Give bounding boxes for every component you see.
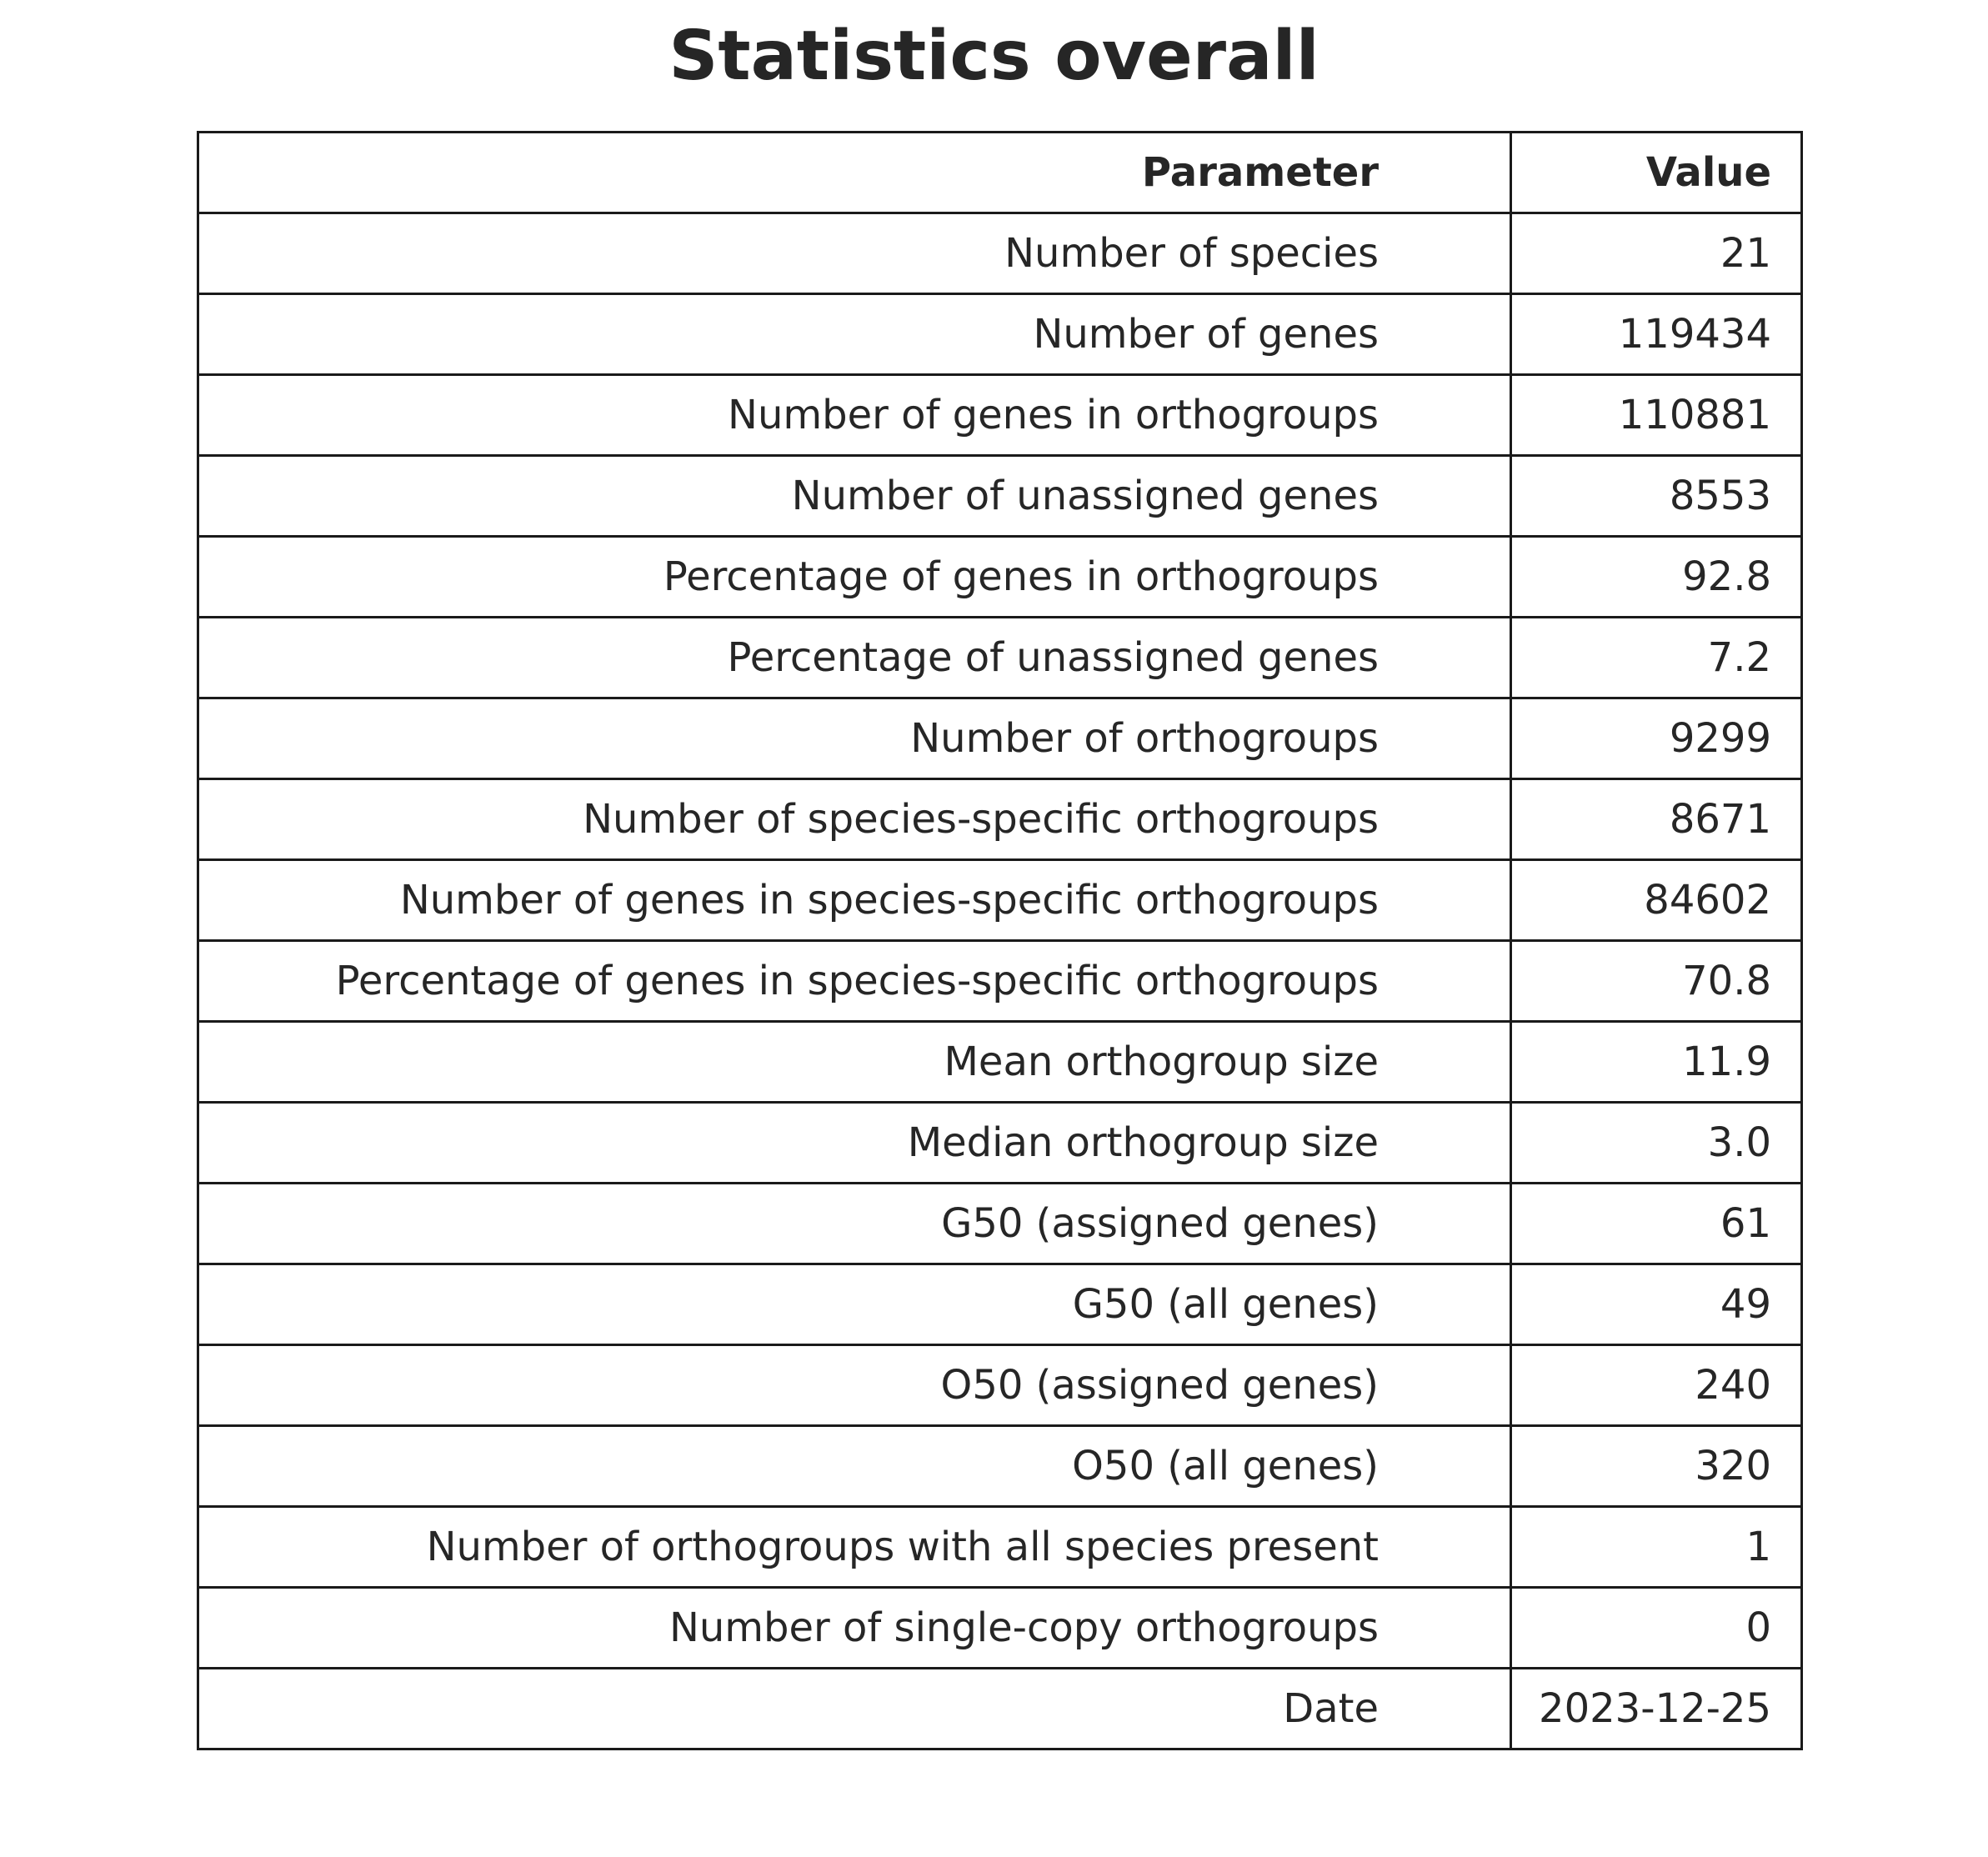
- table-row: Percentage of unassigned genes 7.2: [197, 616, 1803, 699]
- value-cell: 92.8: [1510, 535, 1803, 618]
- statistics-table: Parameter Value Number of species 21 Numbe…: [197, 131, 1803, 1750]
- parameter-cell: Number of genes: [197, 293, 1512, 376]
- value-cell: 320: [1510, 1424, 1803, 1508]
- parameter-cell: Percentage of genes in species-specific …: [197, 939, 1512, 1023]
- parameter-cell: G50 (all genes): [197, 1263, 1512, 1346]
- table-row: Number of orthogroups 9299: [197, 697, 1803, 780]
- value-cell: 8553: [1510, 454, 1803, 538]
- value-cell: 119434: [1510, 293, 1803, 376]
- value-cell: 7.2: [1510, 616, 1803, 699]
- value-cell: 0: [1510, 1586, 1803, 1669]
- parameter-cell: Number of orthogroups: [197, 697, 1512, 780]
- table-row: Number of species 21: [197, 212, 1803, 295]
- table-row: G50 (assigned genes) 61: [197, 1182, 1803, 1265]
- column-header-parameter: Parameter: [197, 131, 1512, 214]
- value-cell: 8671: [1510, 778, 1803, 861]
- value-cell: 84602: [1510, 858, 1803, 942]
- table-row: Number of species-specific orthogroups 86…: [197, 778, 1803, 861]
- table-row: Median orthogroup size 3.0: [197, 1101, 1803, 1184]
- parameter-cell: Percentage of unassigned genes: [197, 616, 1512, 699]
- value-cell: 110881: [1510, 373, 1803, 457]
- parameter-cell: Number of species: [197, 212, 1512, 295]
- table-header-row: Parameter Value: [197, 131, 1803, 214]
- column-header-value: Value: [1510, 131, 1803, 214]
- table-row: Number of unassigned genes 8553: [197, 454, 1803, 538]
- table-row: Number of single-copy orthogroups 0: [197, 1586, 1803, 1669]
- table-row: Number of orthogroups with all species p…: [197, 1505, 1803, 1589]
- table-row: Number of genes in species-specific orth…: [197, 858, 1803, 942]
- parameter-cell: G50 (assigned genes): [197, 1182, 1512, 1265]
- parameter-cell: Percentage of genes in orthogroups: [197, 535, 1512, 618]
- parameter-cell: Mean orthogroup size: [197, 1020, 1512, 1104]
- value-cell: 1: [1510, 1505, 1803, 1589]
- table-row: Date 2023-12-25: [197, 1667, 1803, 1750]
- parameter-cell: O50 (assigned genes): [197, 1344, 1512, 1427]
- table-row: G50 (all genes) 49: [197, 1263, 1803, 1346]
- table-row: Mean orthogroup size 11.9: [197, 1020, 1803, 1104]
- value-cell: 2023-12-25: [1510, 1667, 1803, 1750]
- parameter-cell: Number of orthogroups with all species p…: [197, 1505, 1512, 1589]
- chart-title: Statistics overall: [669, 17, 1319, 96]
- parameter-cell: Number of genes in orthogroups: [197, 373, 1512, 457]
- value-cell: 9299: [1510, 697, 1803, 780]
- value-cell: 11.9: [1510, 1020, 1803, 1104]
- table-row: Percentage of genes in species-specific …: [197, 939, 1803, 1023]
- parameter-cell: O50 (all genes): [197, 1424, 1512, 1508]
- table-row: Number of genes 119434: [197, 293, 1803, 376]
- parameter-cell: Number of single-copy orthogroups: [197, 1586, 1512, 1669]
- parameter-cell: Date: [197, 1667, 1512, 1750]
- parameter-cell: Number of unassigned genes: [197, 454, 1512, 538]
- value-cell: 240: [1510, 1344, 1803, 1427]
- table-body: Number of species 21 Number of genes 119434…: [197, 212, 1803, 1750]
- value-cell: 61: [1510, 1182, 1803, 1265]
- parameter-cell: Median orthogroup size: [197, 1101, 1512, 1184]
- table-row: O50 (all genes) 320: [197, 1424, 1803, 1508]
- table-row: Number of genes in orthogroups 110881: [197, 373, 1803, 457]
- table-row: O50 (assigned genes) 240: [197, 1344, 1803, 1427]
- value-cell: 70.8: [1510, 939, 1803, 1023]
- parameter-cell: Number of genes in species-specific orth…: [197, 858, 1512, 942]
- value-cell: 49: [1510, 1263, 1803, 1346]
- value-cell: 3.0: [1510, 1101, 1803, 1184]
- parameter-cell: Number of species-specific orthogroups: [197, 778, 1512, 861]
- value-cell: 21: [1510, 212, 1803, 295]
- table-row: Percentage of genes in orthogroups 92.8: [197, 535, 1803, 618]
